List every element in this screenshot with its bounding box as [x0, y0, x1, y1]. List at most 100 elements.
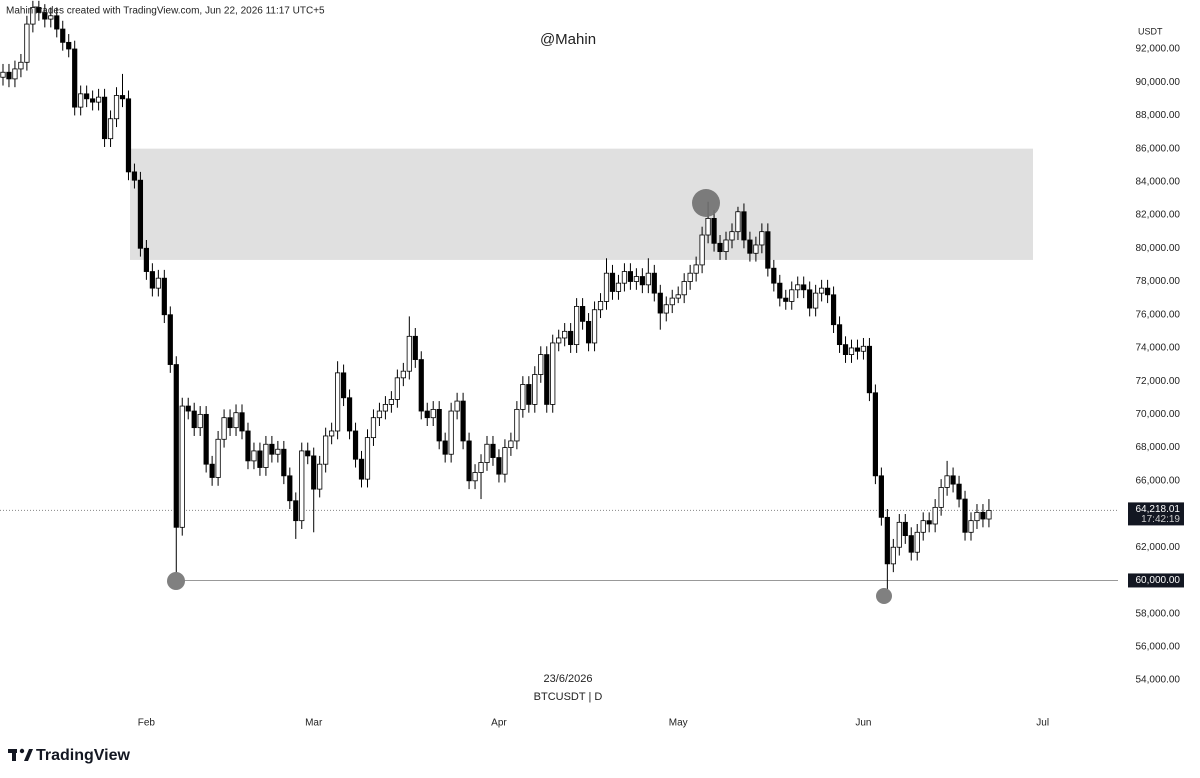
- candle-body: [227, 417, 233, 429]
- last-price-label: 64,218.01: [1136, 504, 1181, 515]
- candle-body: [574, 306, 580, 346]
- candle-body: [323, 435, 329, 465]
- candle-body: [430, 408, 436, 419]
- candle-body: [179, 405, 185, 528]
- y-tick-label: 74,000.00: [1136, 343, 1181, 354]
- candle-body: [609, 272, 616, 292]
- y-tick-label: 86,000.00: [1136, 143, 1181, 154]
- candle-body: [311, 455, 317, 490]
- candle-body: [759, 231, 765, 246]
- candle-body: [358, 458, 365, 480]
- candle-body: [884, 516, 890, 565]
- candle-body: [908, 535, 914, 553]
- candle-body: [765, 231, 771, 269]
- candle-body: [173, 364, 179, 528]
- candle-body: [854, 347, 861, 352]
- candle-body: [143, 247, 149, 272]
- candle-body: [442, 440, 448, 455]
- candle-body: [251, 450, 257, 462]
- candle-body: [944, 475, 950, 488]
- candle-body: [66, 41, 72, 50]
- candle-body: [747, 239, 753, 254]
- candle-body: [687, 272, 693, 282]
- y-tick-label: 90,000.00: [1136, 77, 1181, 88]
- candle-body: [317, 463, 323, 490]
- candle-body: [239, 412, 245, 432]
- candle-body: [72, 48, 78, 108]
- candle-body: [203, 413, 209, 465]
- candle-body: [352, 430, 359, 460]
- candle-body: [550, 342, 556, 405]
- marker: [876, 588, 892, 604]
- candle-body: [137, 179, 144, 249]
- candle-body: [299, 450, 305, 522]
- candle-body: [275, 448, 281, 455]
- candle-body: [902, 521, 908, 537]
- candle-body: [305, 450, 311, 457]
- candle-body: [406, 335, 412, 372]
- candle-body: [448, 410, 454, 455]
- candle-body: [836, 324, 843, 346]
- candle-body: [101, 96, 108, 140]
- candle-body: [819, 287, 825, 294]
- candle-body: [197, 413, 203, 429]
- level-label: 60,000.00: [1136, 575, 1181, 586]
- candle-body: [789, 289, 795, 302]
- candle-body: [675, 294, 681, 299]
- candle-body: [245, 430, 251, 462]
- candle-body: [119, 95, 126, 100]
- candle-body: [741, 211, 747, 241]
- candle-body: [568, 330, 574, 346]
- candle-body: [669, 297, 675, 306]
- candle-body: [639, 276, 645, 286]
- candle-body: [890, 546, 896, 565]
- candle-body: [974, 511, 980, 522]
- candle-body: [627, 271, 634, 282]
- candle-body: [125, 98, 132, 173]
- candle-body: [562, 330, 568, 339]
- candle-body: [0, 71, 6, 78]
- candle-body: [84, 93, 90, 100]
- candle-body: [830, 294, 837, 326]
- candle-body: [281, 448, 287, 477]
- y-tick-label: 58,000.00: [1136, 608, 1181, 619]
- candle-body: [615, 282, 622, 292]
- candle-body: [263, 443, 269, 468]
- candle-body: [269, 443, 275, 455]
- x-tick-label: Jul: [1036, 718, 1049, 729]
- countdown: 17:42:19: [1141, 514, 1180, 525]
- candle-body: [167, 314, 173, 365]
- candle-body: [699, 234, 705, 266]
- candle-body: [597, 301, 604, 311]
- candle-body: [107, 118, 114, 140]
- y-tick-label: 54,000.00: [1136, 675, 1181, 686]
- candle-body: [705, 217, 711, 236]
- candle-body: [472, 472, 478, 482]
- candle-body: [131, 171, 138, 181]
- candle-body: [388, 399, 394, 405]
- candle-body: [496, 457, 502, 475]
- candle-body: [36, 7, 42, 13]
- candle-body: [950, 475, 956, 485]
- candle-body: [842, 344, 849, 355]
- candle-body: [520, 384, 526, 410]
- x-tick-label: May: [669, 718, 688, 729]
- candle-body: [436, 408, 442, 442]
- candle-body: [12, 68, 18, 80]
- candle-body: [795, 284, 801, 291]
- y-tick-label: 56,000.00: [1136, 642, 1181, 653]
- candle-body: [418, 359, 424, 412]
- candle-body: [914, 531, 920, 553]
- y-tick-label: 68,000.00: [1136, 442, 1181, 453]
- candle-body: [932, 506, 938, 525]
- candle-body: [848, 347, 855, 355]
- candle-body: [42, 12, 48, 20]
- y-tick-label: 70,000.00: [1136, 409, 1181, 420]
- candle-body: [257, 450, 263, 468]
- candle-body: [783, 297, 789, 302]
- candle-body: [717, 242, 723, 253]
- candle-body: [591, 309, 598, 344]
- candle-body: [920, 520, 926, 533]
- candle-body: [215, 438, 221, 478]
